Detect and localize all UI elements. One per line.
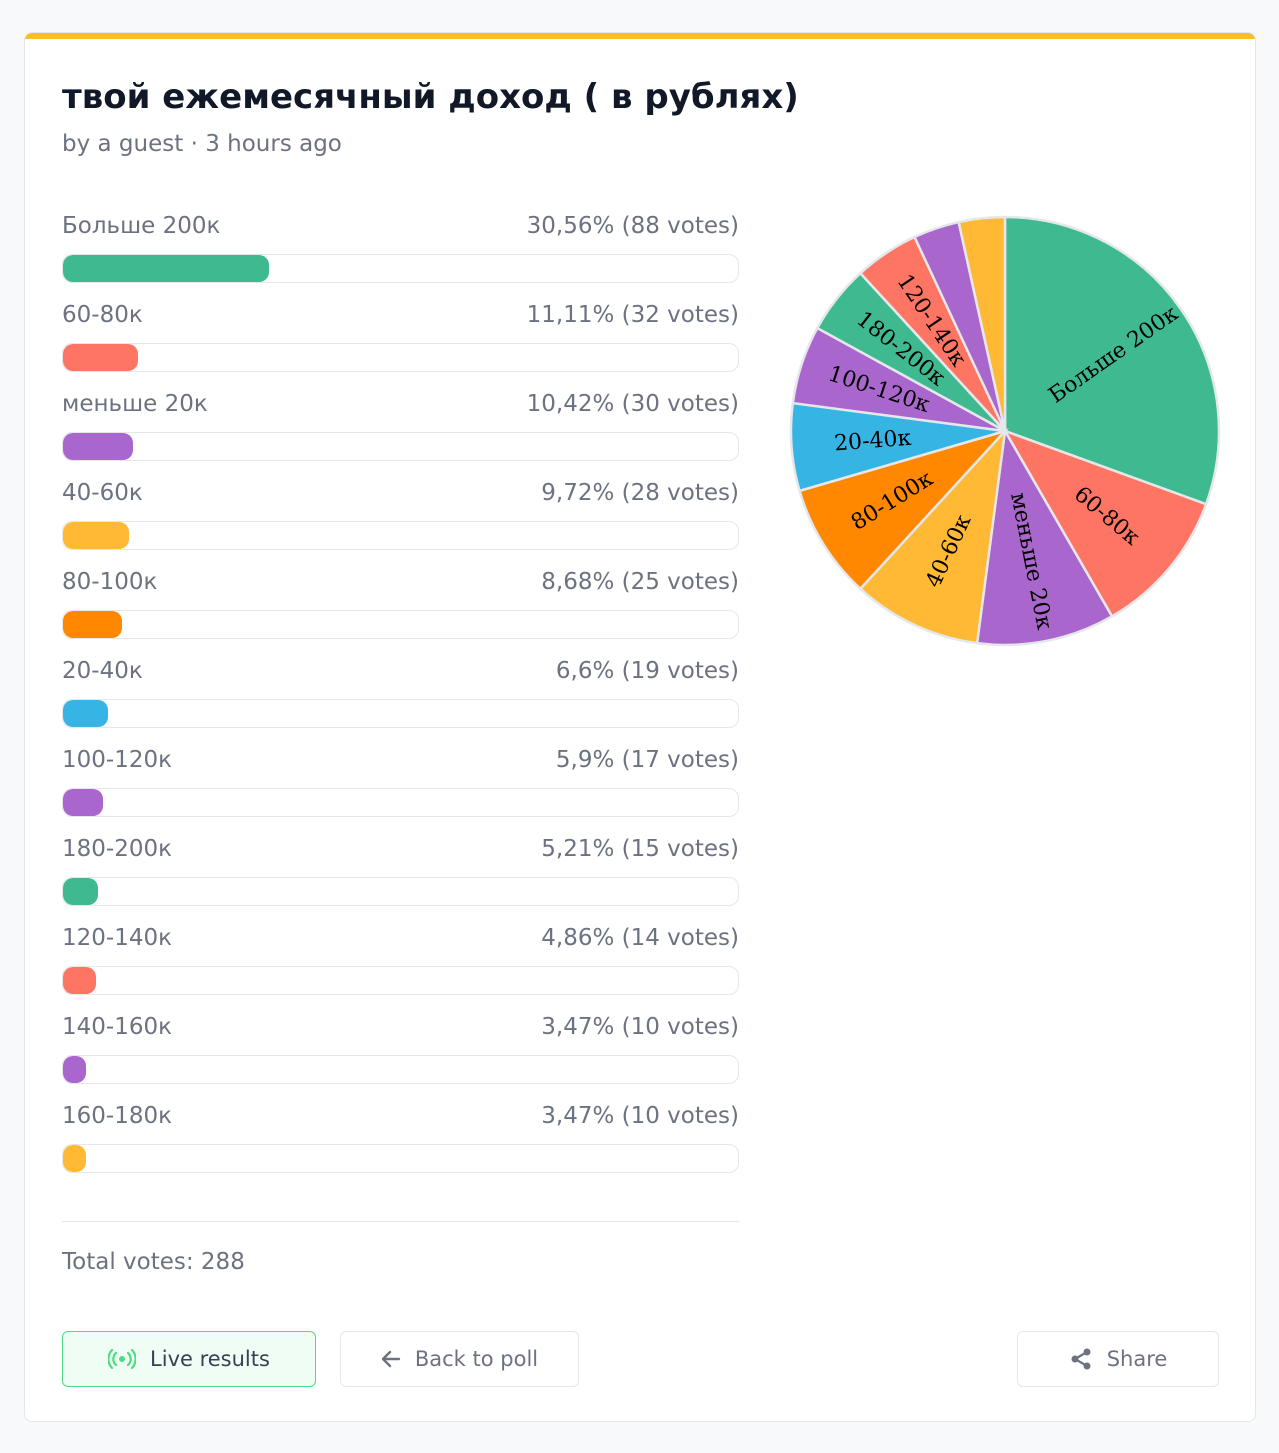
answer-label: 180-200к [62,836,172,862]
answer-stat: 10,42% (30 votes) [526,391,739,417]
share-icon [1069,1347,1093,1371]
answer-label: Больше 200к [62,213,221,239]
answer-item: 60-80к 11,11% (32 votes) [62,302,739,391]
answer-item: 160-180к 3,47% (10 votes) [62,1103,739,1192]
answer-item: 180-200к 5,21% (15 votes) [62,836,739,925]
share-label: Share [1106,1347,1168,1371]
answer-bar-fill [63,700,108,727]
answer-header: 160-180к 3,47% (10 votes) [62,1103,739,1139]
answer-bar-fill [63,611,122,638]
answer-item: 20-40к 6,6% (19 votes) [62,658,739,747]
answer-item: 120-140к 4,86% (14 votes) [62,925,739,1014]
back-to-poll-button[interactable]: Back to poll [340,1331,579,1387]
divider [62,1221,739,1222]
answer-label: 100-120к [62,747,172,773]
answer-header: 140-160к 3,47% (10 votes) [62,1014,739,1050]
answer-stat: 5,9% (17 votes) [555,747,739,773]
pie-slice [797,428,1009,591]
answer-label: 120-140к [62,925,172,951]
back-to-poll-label: Back to poll [414,1347,539,1371]
answer-bar-track [62,521,739,550]
arrow-left-icon [381,1350,401,1368]
answer-bar-fill [63,1145,87,1172]
answer-bar-fill [63,789,103,816]
live-results-label: Live results [150,1347,270,1371]
answer-bar-track [62,1144,739,1173]
answer-header: Больше 200к 30,56% (88 votes) [62,213,739,249]
answer-header: 80-100к 8,68% (25 votes) [62,569,739,605]
answer-bar-track [62,1055,739,1084]
answer-header: 20-40к 6,6% (19 votes) [62,658,739,694]
answer-bar-track [62,343,739,372]
pie-slice [957,215,1007,432]
live-results-button[interactable]: Live results [62,1331,316,1387]
answer-label: 160-180к [62,1103,172,1129]
answer-item: Больше 200к 30,56% (88 votes) [62,213,739,302]
answer-header: 60-80к 11,11% (32 votes) [62,302,739,338]
poll-title: твой ежемесячный доход ( в рублях) [62,77,799,117]
share-button[interactable]: Share [1017,1331,1219,1387]
answer-bar-fill [63,522,129,549]
answer-item: меньше 20к 10,42% (30 votes) [62,391,739,480]
answer-stat: 5,21% (15 votes) [541,836,739,862]
answer-label: 80-100к [62,569,158,595]
answer-stat: 9,72% (28 votes) [541,480,739,506]
accent-strip [25,33,1255,39]
answer-stat: 6,6% (19 votes) [555,658,739,684]
answer-bar-fill [63,344,138,371]
answer-stat: 3,47% (10 votes) [541,1103,739,1129]
answer-bar-track [62,699,739,728]
total-votes: Total votes: 288 [62,1249,245,1275]
answer-stat: 4,86% (14 votes) [541,925,739,951]
pie-slice [1002,428,1208,619]
answer-bar-fill [63,255,270,282]
pie-slice [858,427,1007,645]
poll-results-card: твой ежемесячный доход ( в рублях) by a … [24,32,1256,1422]
poll-subtitle: by a guest · 3 hours ago [62,131,342,157]
answer-label: 40-60к [62,480,143,506]
answer-item: 80-100к 8,68% (25 votes) [62,569,739,658]
answer-item: 100-120к 5,9% (17 votes) [62,747,739,836]
answer-bar-track [62,432,739,461]
answer-item: 140-160к 3,47% (10 votes) [62,1014,739,1103]
answer-bar-track [62,966,739,995]
answer-bar-track [62,788,739,817]
pie-slice [1003,215,1221,506]
pie-slice [975,427,1114,647]
answer-bar-fill [63,433,134,460]
pie-slice-label: 20-40к [833,426,912,457]
answer-bar-fill [63,878,99,905]
answer-stat: 3,47% (10 votes) [541,1014,739,1040]
broadcast-icon [108,1349,137,1369]
answer-bar-track [62,610,739,639]
answer-bar-track [62,254,739,283]
pie-chart: Больше 200к 60-80к меньше 20к 40-60к 80-100к… [785,211,1225,651]
answer-label: 20-40к [62,658,143,684]
answer-stat: 8,68% (25 votes) [541,569,739,595]
answer-stat: 11,11% (32 votes) [526,302,739,328]
answer-header: 100-120к 5,9% (17 votes) [62,747,739,783]
answer-label: меньше 20к [62,391,208,417]
answer-label: 140-160к [62,1014,172,1040]
answer-header: меньше 20к 10,42% (30 votes) [62,391,739,427]
answer-bar-fill [63,967,96,994]
answer-stat: 30,56% (88 votes) [526,213,739,239]
answer-header: 120-140к 4,86% (14 votes) [62,925,739,961]
answer-header: 40-60к 9,72% (28 votes) [62,480,739,516]
answer-bar-track [62,877,739,906]
answer-header: 180-200к 5,21% (15 votes) [62,836,739,872]
answer-label: 60-80к [62,302,143,328]
answer-bar-fill [63,1056,87,1083]
answers-list: Больше 200к 30,56% (88 votes) 60-80к 11,11%… [62,213,739,1192]
answer-item: 40-60к 9,72% (28 votes) [62,480,739,569]
